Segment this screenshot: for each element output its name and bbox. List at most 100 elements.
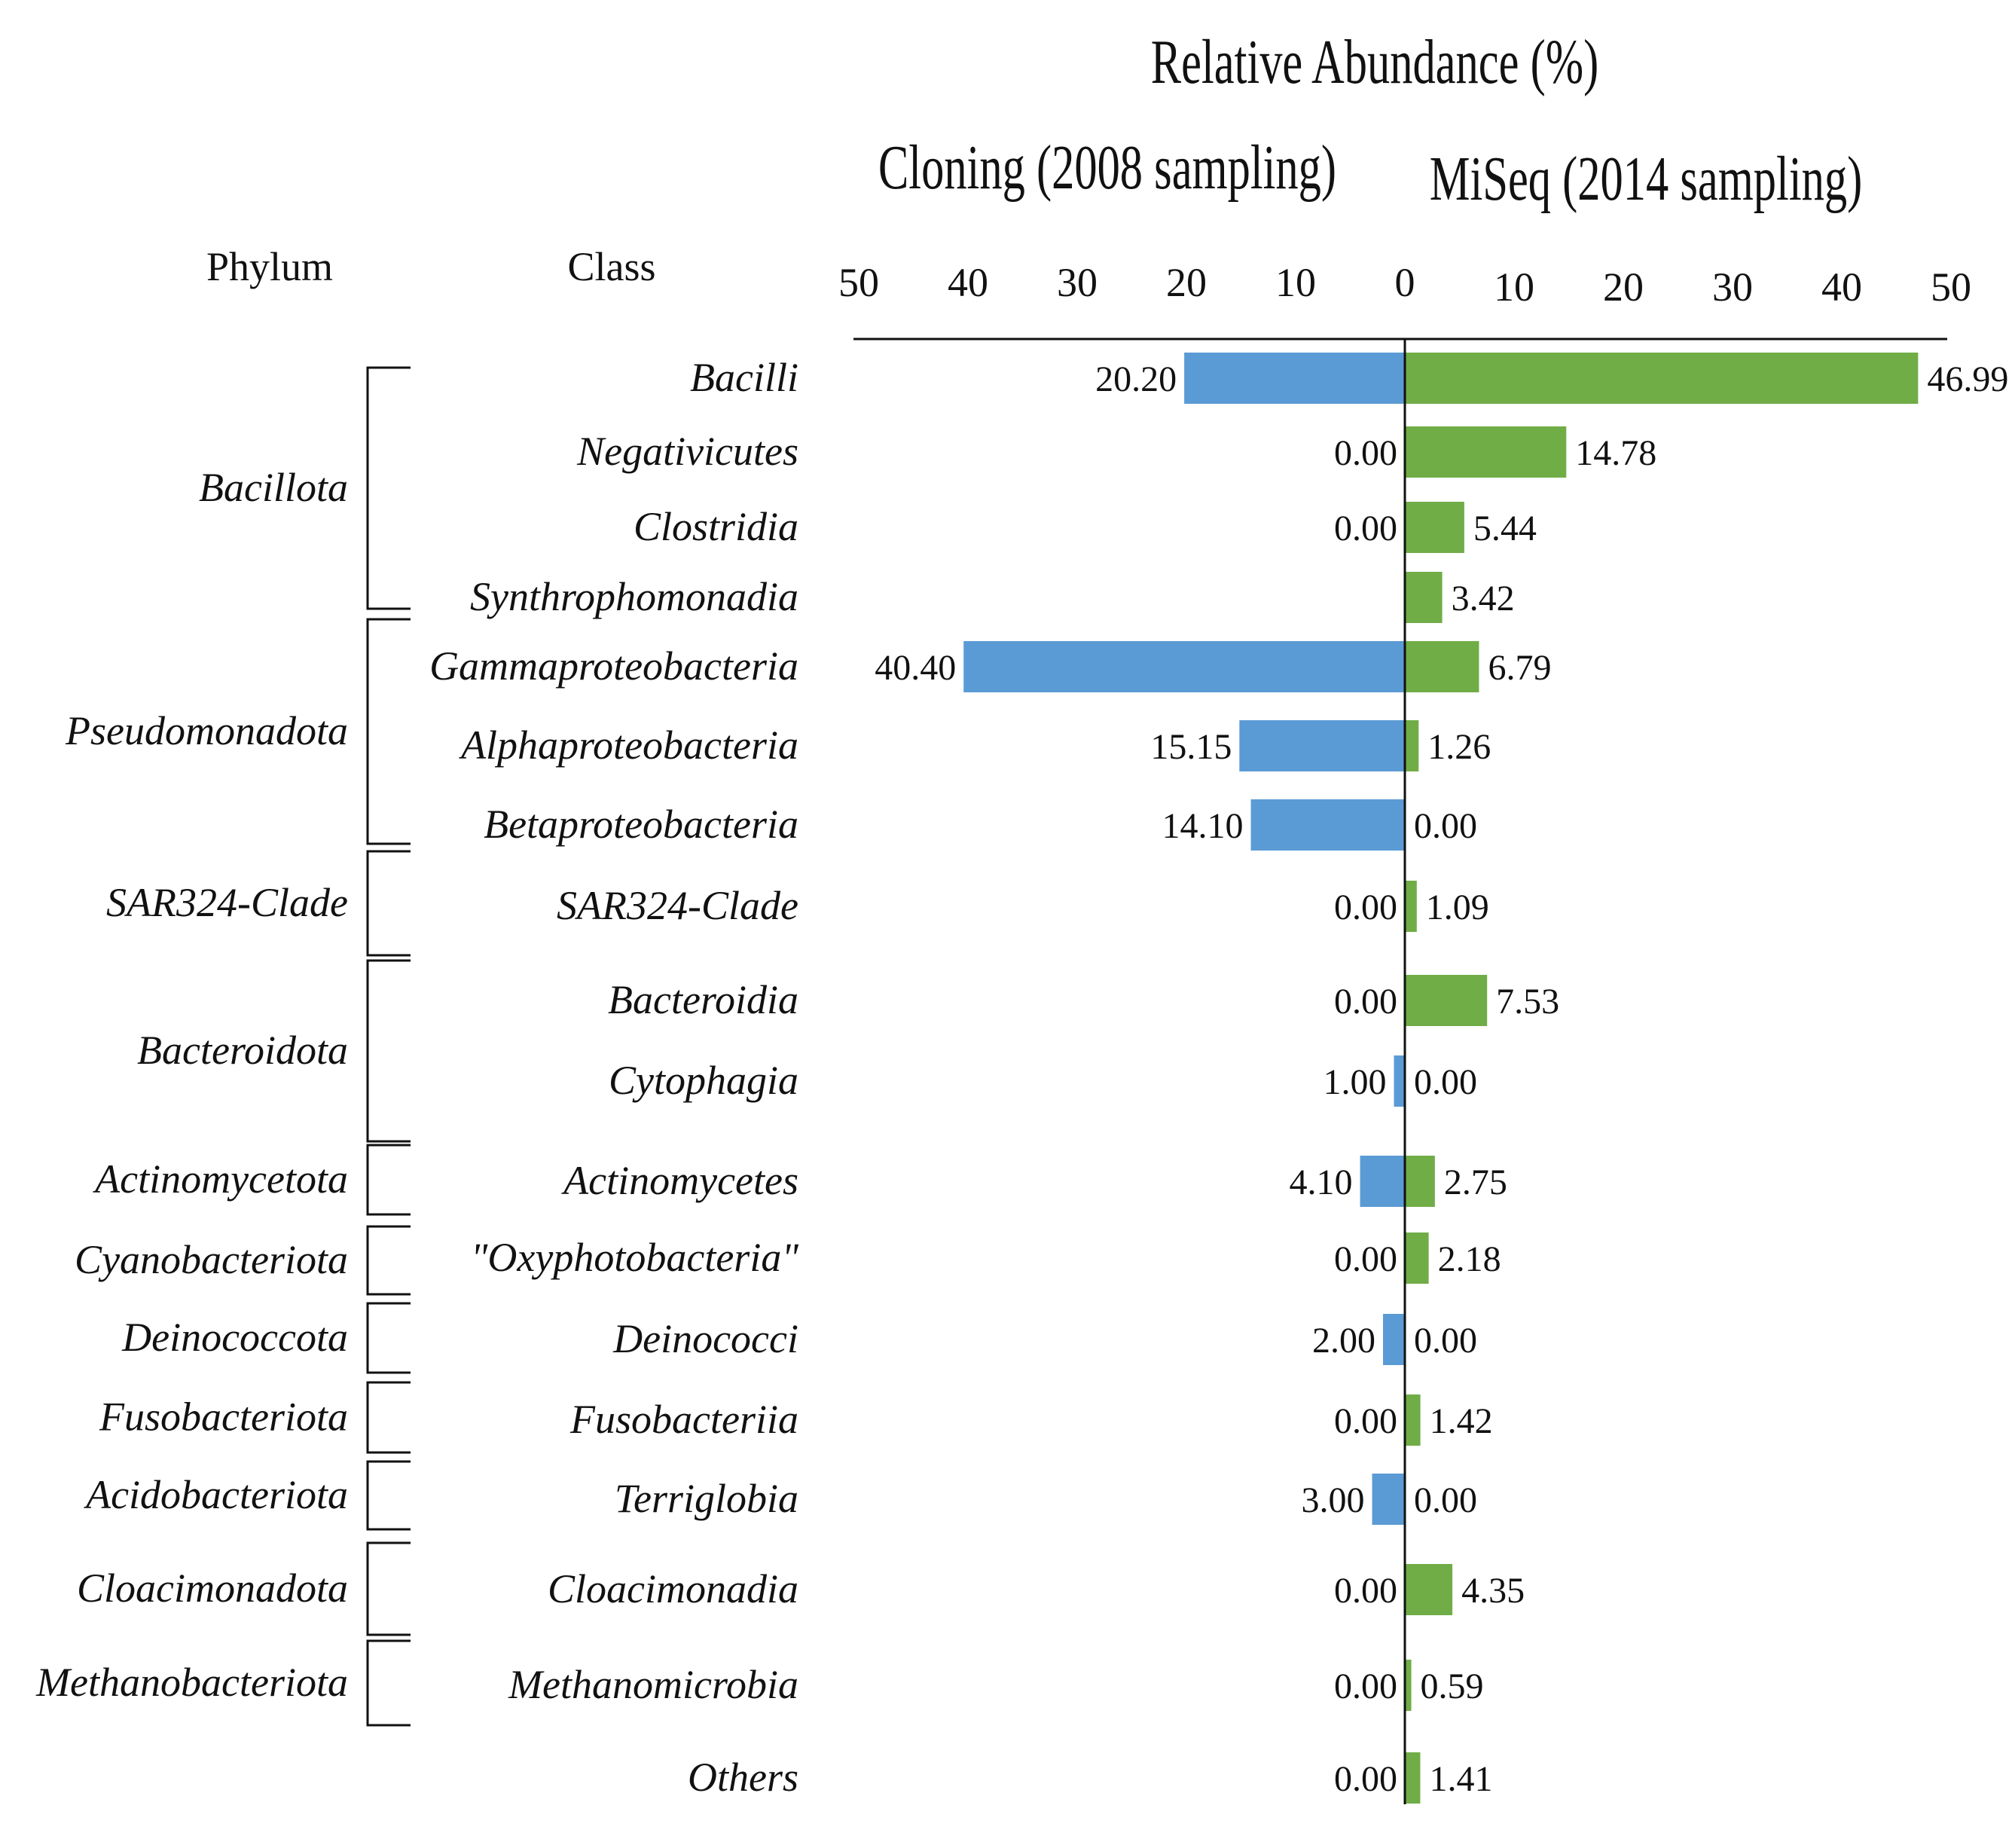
phylum-bracket (366, 1381, 411, 1454)
axis-ticks: 50 40 30 20 10 0 10 20 30 40 50 (838, 260, 1971, 310)
cloning-bar (1184, 353, 1405, 404)
cloning-value-label: 0.00 (1334, 1666, 1397, 1706)
class-label: SAR324-Clade (557, 883, 798, 928)
class-label: Actinomycetes (561, 1158, 798, 1203)
cloning-bar (963, 641, 1405, 692)
miseq-value-label: 1.42 (1430, 1401, 1493, 1441)
left-tick-label: 10 (1275, 260, 1316, 305)
left-tick-label: 0 (1395, 260, 1415, 305)
miseq-value-label: 1.09 (1426, 887, 1489, 927)
class-label: Bacteroidia (608, 977, 798, 1022)
cloning-value-label: 0.00 (1334, 1239, 1397, 1279)
class-label: Cloacimonadia (548, 1566, 798, 1611)
class-label: Fusobacteriia (569, 1397, 798, 1442)
phylum-brackets: Bacillota Pseudomonadota SAR324-Clade Bacte… (35, 366, 411, 1727)
phylum-label: Fusobacteriota (99, 1394, 348, 1440)
cloning-bar (1383, 1314, 1405, 1365)
miseq-value-label: 0.00 (1414, 806, 1477, 846)
phylum-bracket (366, 1302, 411, 1374)
left-tick-label: 30 (1057, 260, 1098, 305)
miseq-bar (1405, 572, 1443, 623)
miseq-value-label: 1.26 (1427, 727, 1491, 767)
miseq-bar (1405, 1564, 1453, 1615)
phylum-bracket (366, 1460, 411, 1531)
miseq-value-label: 1.41 (1429, 1759, 1492, 1799)
miseq-bar (1405, 1752, 1421, 1804)
cloning-value-label: 4.10 (1290, 1162, 1353, 1202)
class-label: Cytophagia (609, 1058, 798, 1103)
cloning-value-label: 0.00 (1334, 1571, 1397, 1611)
right-tick-label: 10 (1494, 264, 1534, 310)
cloning-value-label: 0.00 (1334, 887, 1397, 927)
cloning-value-label: 20.20 (1095, 359, 1177, 399)
left-tick-label: 20 (1166, 260, 1207, 305)
cloning-value-label: 3.00 (1302, 1480, 1365, 1520)
miseq-value-label: 5.44 (1473, 509, 1537, 548)
class-header: Class (567, 244, 655, 289)
cloning-bar (1394, 1055, 1405, 1107)
miseq-bar (1405, 720, 1419, 771)
miseq-bar (1405, 1233, 1429, 1284)
cloning-value-label: 0.00 (1334, 509, 1397, 548)
miseq-value-label: 14.78 (1575, 433, 1656, 473)
right-tick-label: 40 (1821, 264, 1862, 310)
class-label: Bacilli (690, 355, 798, 400)
phylum-label: Acidobacteriota (84, 1472, 348, 1517)
chart-title: Relative Abundance (%) (1151, 26, 1598, 96)
right-tick-label: 20 (1603, 264, 1644, 310)
phylum-label: Bacillota (199, 465, 348, 510)
miseq-value-label: 4.35 (1461, 1571, 1525, 1611)
miseq-bar (1405, 881, 1417, 932)
cloning-value-label: 40.40 (875, 648, 956, 688)
class-label: "Oxyphotobacteria" (471, 1235, 799, 1280)
phylum-bracket (366, 1541, 411, 1636)
phylum-label: Bacteroidota (137, 1028, 348, 1073)
phylum-bracket (366, 366, 411, 610)
left-tick-label: 40 (948, 260, 988, 305)
miseq-value-label: 0.00 (1414, 1321, 1477, 1361)
right-panel-title: MiSeq (2014 sampling) (1430, 143, 1863, 213)
miseq-bar (1405, 1394, 1421, 1446)
cloning-bar (1372, 1474, 1405, 1525)
miseq-bar (1405, 1660, 1412, 1711)
cloning-value-label: 15.15 (1150, 727, 1232, 767)
miseq-bar (1405, 1156, 1435, 1207)
phylum-bracket (366, 1225, 411, 1296)
miseq-value-label: 0.59 (1421, 1666, 1484, 1706)
miseq-bar (1405, 353, 1919, 404)
miseq-value-label: 0.00 (1414, 1062, 1477, 1102)
class-label: Negativicutes (576, 429, 798, 474)
cloning-value-label: 14.10 (1162, 806, 1244, 846)
phylum-label: Cloacimonadota (77, 1565, 348, 1611)
left-tick-label: 50 (838, 260, 879, 305)
class-label: Methanomicrobia (508, 1662, 798, 1707)
left-panel-title: Cloning (2008 sampling) (878, 132, 1336, 202)
cloning-value-label: 0.00 (1334, 1759, 1397, 1799)
cloning-value-label: 2.00 (1312, 1321, 1375, 1361)
phylum-label: Cyanobacteriota (75, 1237, 348, 1282)
cloning-bar (1250, 799, 1405, 851)
class-label: Gammaproteobacteria (429, 643, 798, 689)
phylum-bracket (366, 618, 411, 845)
miseq-bar (1405, 502, 1464, 553)
miseq-bar (1405, 426, 1567, 478)
phylum-bracket (366, 850, 411, 957)
miseq-value-label: 2.75 (1444, 1162, 1507, 1202)
phylum-bracket (366, 1639, 411, 1727)
miseq-value-label: 7.53 (1496, 982, 1559, 1022)
phylum-label: Pseudomonadota (65, 708, 348, 753)
miseq-value-label: 0.00 (1414, 1480, 1477, 1520)
miseq-value-label: 2.18 (1438, 1239, 1501, 1279)
cloning-bar (1360, 1156, 1405, 1207)
cloning-bar (1239, 720, 1405, 771)
phylum-label: Actinomycetota (93, 1156, 348, 1202)
phylum-label: SAR324-Clade (106, 880, 348, 925)
category-labels: 20.20 46.99 Bacilli 0.00 14.78 Negativicutes 0… (429, 355, 2008, 1800)
cloning-value-label: 0.00 (1334, 433, 1397, 473)
class-label: Betaproteobacteria (484, 802, 798, 847)
miseq-value-label: 6.79 (1488, 648, 1551, 688)
phylum-header: Phylum (206, 244, 333, 289)
miseq-value-label: 46.99 (1927, 359, 2008, 399)
